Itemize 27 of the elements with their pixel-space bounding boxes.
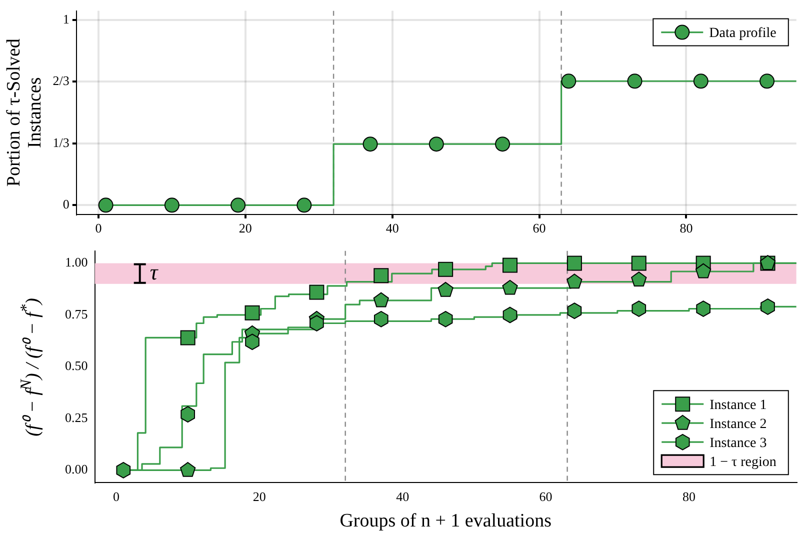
x-tick-label: 80 [680,220,693,236]
legend-label: Instance 3 [710,436,767,451]
y-axis-title: Portion of τ-Solved Instances [3,38,46,187]
x-tick-label: 60 [539,488,552,504]
legend-label: 1 − τ region [710,454,776,470]
y-tick-label: 2/3 [52,73,70,88]
y-tick-label: 0 [62,196,70,212]
x-tick-label: 40 [386,220,399,236]
x-tick-label: 0 [95,220,102,236]
y-tick-label: 1/3 [52,134,70,150]
x-tick-label: 60 [532,220,546,236]
legend-label: Instance 1 [710,398,767,413]
y-tick-label: 0.00 [65,462,88,477]
y-tick-label: 0.25 [65,410,88,425]
x-tick-label: 80 [682,488,696,504]
y-tick-label: 0.75 [65,306,88,322]
legend-label: Data profile [709,26,776,41]
y-tick-label: 1.00 [65,254,88,270]
legend-label: Instance 2 [710,416,767,432]
x-axis-title: Groups of n + 1 evaluations [340,510,552,532]
x-tick-label: 20 [252,488,266,504]
annotation: τ [150,259,159,284]
x-tick-label: 20 [238,220,252,236]
x-tick-label: 0 [112,488,120,504]
y-tick-label: 1 [62,11,70,26]
x-tick-label: 40 [396,488,410,504]
y-tick-label: 0.50 [65,358,88,374]
